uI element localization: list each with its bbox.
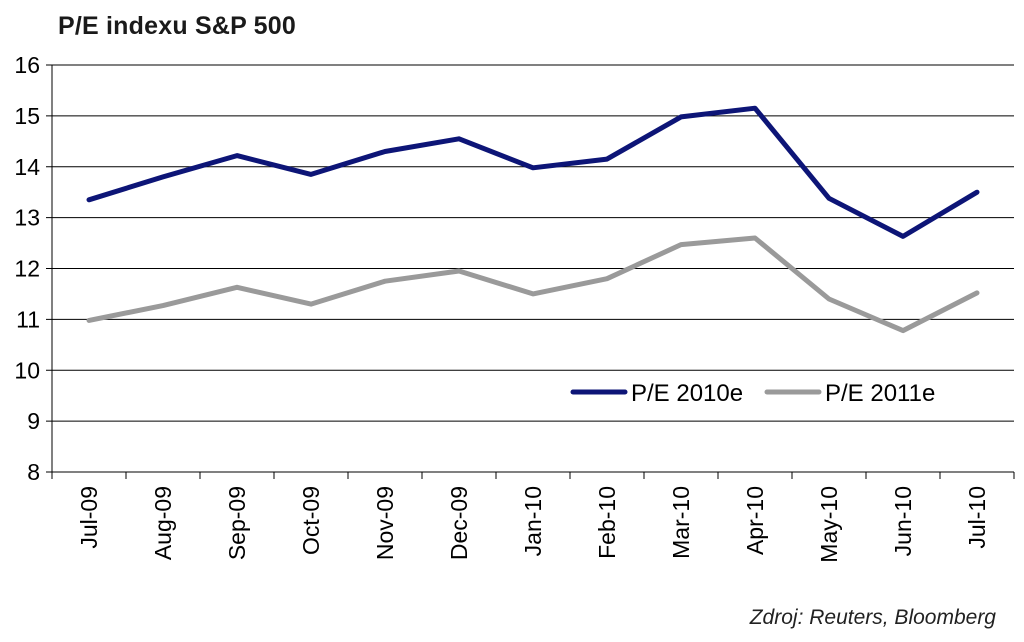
data-point <box>754 107 756 109</box>
data-point <box>902 330 904 332</box>
data-point <box>310 173 312 175</box>
x-tick-label: Jul-09 <box>76 486 102 549</box>
legend: P/E 2010e P/E 2011e <box>570 380 935 407</box>
legend-label: P/E 2010e <box>631 380 743 407</box>
data-point <box>162 176 164 178</box>
data-point <box>976 292 978 294</box>
x-tick-label: Sep-09 <box>224 486 250 560</box>
data-point <box>606 158 608 160</box>
x-tick-label: Jan-10 <box>520 486 546 556</box>
legend-label: P/E 2011e <box>825 380 935 407</box>
y-tick-label: 9 <box>27 408 40 434</box>
x-tick-label: Nov-09 <box>372 486 398 560</box>
data-point <box>902 235 904 237</box>
data-point <box>88 199 90 201</box>
series-line-2 <box>86 235 980 334</box>
data-point <box>532 293 534 295</box>
data-point <box>680 244 682 246</box>
data-point <box>236 286 238 288</box>
chart-title: P/E indexu S&P 500 <box>58 12 296 40</box>
y-tick-label: 8 <box>27 459 40 485</box>
y-tick-label: 10 <box>14 357 40 383</box>
x-tick-label: May-10 <box>816 486 842 563</box>
x-tick-label: Jun-10 <box>890 486 916 556</box>
data-point <box>458 270 460 272</box>
data-point <box>162 305 164 307</box>
x-tick-label: Apr-10 <box>742 486 768 555</box>
y-tick-label: 11 <box>16 306 40 332</box>
y-tick-label: 14 <box>14 154 40 180</box>
x-tick-label: Mar-10 <box>668 486 694 559</box>
grid-lines <box>52 64 1014 422</box>
data-point <box>236 155 238 157</box>
x-tick-label: Oct-09 <box>298 486 324 555</box>
data-point <box>828 298 830 300</box>
data-point <box>88 319 90 321</box>
x-tick-label: Feb-10 <box>594 486 620 559</box>
x-tick-label: Dec-09 <box>446 486 472 560</box>
data-point <box>458 138 460 140</box>
x-tick-label: Jul-10 <box>964 486 990 549</box>
data-point <box>828 197 830 199</box>
data-point <box>384 150 386 152</box>
x-tick-label: Aug-09 <box>150 486 176 560</box>
data-point <box>310 303 312 305</box>
y-tick-label: 13 <box>14 205 40 231</box>
y-tick-label: 12 <box>14 256 40 282</box>
data-point <box>754 237 756 239</box>
data-point <box>606 278 608 280</box>
data-point <box>532 167 534 169</box>
source-note: Zdroj: Reuters, Bloomberg <box>749 606 996 629</box>
y-tick-label: 16 <box>14 52 40 78</box>
y-axis-ticks: 8 9 10 11 12 13 14 15 16 <box>14 52 52 485</box>
x-axis-ticks: Jul-09 Aug-09 Sep-09 Oct-09 Nov-09 Dec-09 Jan-… <box>51 472 1015 563</box>
data-point <box>976 191 978 193</box>
series-lines <box>86 105 980 334</box>
data-point <box>384 280 386 282</box>
y-tick-label: 15 <box>14 103 40 129</box>
data-point <box>680 116 682 118</box>
